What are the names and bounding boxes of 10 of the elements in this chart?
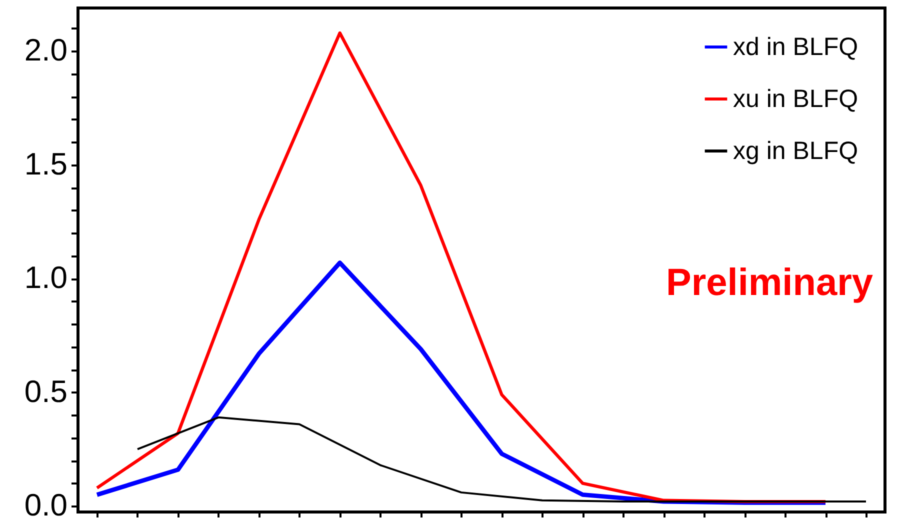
- legend-label: xd in BLFQ: [733, 33, 858, 61]
- y-tick-label: 1.5: [24, 146, 68, 182]
- annotation: Preliminary: [666, 262, 873, 304]
- y-tick-label: 2.0: [24, 32, 68, 68]
- text: 0.5: [24, 374, 68, 409]
- line-series: [136, 416, 867, 503]
- y-tick-label: 0.0: [24, 488, 68, 523]
- legend-label: xg in BLFQ: [733, 137, 858, 165]
- legend-label: xu in BLFQ: [733, 85, 858, 113]
- y-tick-label: 1.0: [24, 260, 68, 296]
